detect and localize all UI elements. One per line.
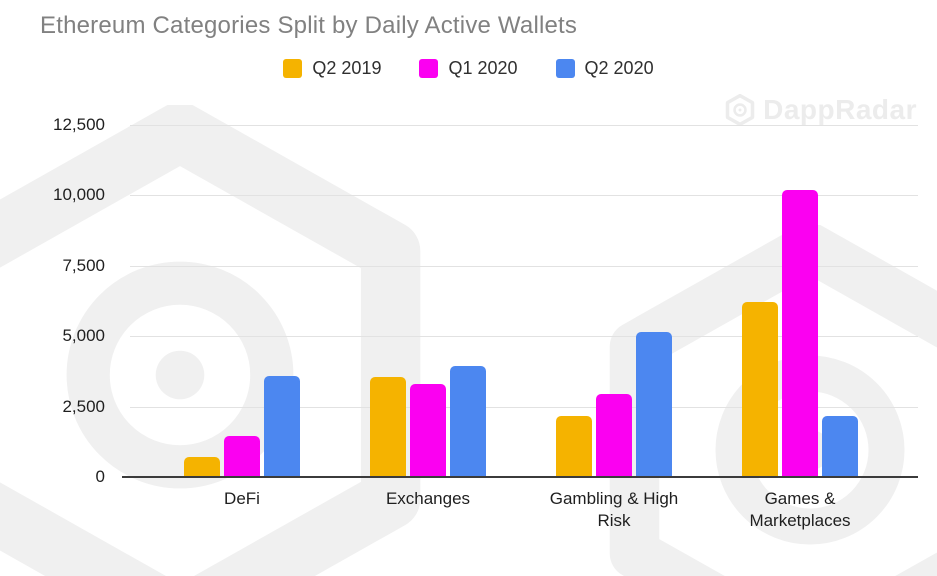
bar xyxy=(782,190,818,477)
y-tick-label: 0 xyxy=(95,467,105,486)
x-category-label: DeFi xyxy=(224,489,260,508)
legend-swatch xyxy=(283,59,303,78)
x-category-label-slot: DeFi xyxy=(149,488,335,533)
category-slot xyxy=(335,125,521,477)
bar xyxy=(410,384,446,477)
legend-label: Q2 2020 xyxy=(584,58,654,78)
x-category-label-slot: Gambling & High Risk xyxy=(521,488,707,533)
x-axis-line xyxy=(122,476,918,478)
x-category-label: Gambling & High Risk xyxy=(549,489,679,531)
bar-group xyxy=(742,190,858,477)
category-slot xyxy=(521,125,707,477)
y-tick-label: 10,000 xyxy=(53,185,105,205)
bar-group xyxy=(370,366,486,477)
y-tick-label: 12,500 xyxy=(53,115,105,134)
watermark: DappRadar xyxy=(724,94,917,126)
legend-swatch xyxy=(555,59,575,78)
gridline xyxy=(130,125,918,126)
legend-label: Q1 2020 xyxy=(448,58,518,78)
plot-area xyxy=(122,125,918,478)
gridline xyxy=(130,336,918,338)
bar-group xyxy=(556,332,672,477)
bar xyxy=(636,332,672,477)
bar xyxy=(556,416,592,477)
dappradar-icon xyxy=(724,94,756,126)
gridline xyxy=(130,265,918,267)
legend-item-q1-2020: Q1 2020 xyxy=(419,58,518,79)
bar xyxy=(450,366,486,477)
bar xyxy=(224,436,260,477)
y-tick-label: 5,000 xyxy=(62,326,105,346)
bar xyxy=(264,376,300,477)
x-category-label-slot: Exchanges xyxy=(335,488,521,533)
gridline xyxy=(130,406,918,408)
chart-legend: Q2 2019 Q1 2020 Q2 2020 xyxy=(0,58,937,79)
bar xyxy=(370,377,406,477)
legend-item-q2-2019: Q2 2019 xyxy=(283,58,381,79)
bar-group xyxy=(184,376,300,477)
category-slot xyxy=(707,125,893,477)
bar xyxy=(822,416,858,477)
legend-label: Q2 2019 xyxy=(312,58,382,78)
category-slot xyxy=(149,125,335,477)
gridline xyxy=(130,195,918,197)
bar xyxy=(596,394,632,477)
x-axis-labels: DeFi Exchanges Gambling & High Risk Games &… xyxy=(149,488,893,533)
y-tick-label: 2,500 xyxy=(62,396,105,416)
y-axis-labels: 0 2,500 5,000 7,500 10,000 12,500 xyxy=(0,115,105,486)
legend-swatch xyxy=(419,59,439,78)
x-category-label: Games & Marketplaces xyxy=(749,489,851,531)
chart-title: Ethereum Categories Split by Daily Activ… xyxy=(40,12,578,39)
x-category-label-slot: Games & Marketplaces xyxy=(707,488,893,533)
bar xyxy=(184,457,220,477)
bar xyxy=(742,302,778,477)
legend-item-q2-2020: Q2 2020 xyxy=(555,58,654,79)
bars xyxy=(149,125,893,477)
y-tick-label: 7,500 xyxy=(62,255,105,275)
watermark-text: DappRadar xyxy=(763,94,917,125)
x-category-label: Exchanges xyxy=(385,489,471,508)
